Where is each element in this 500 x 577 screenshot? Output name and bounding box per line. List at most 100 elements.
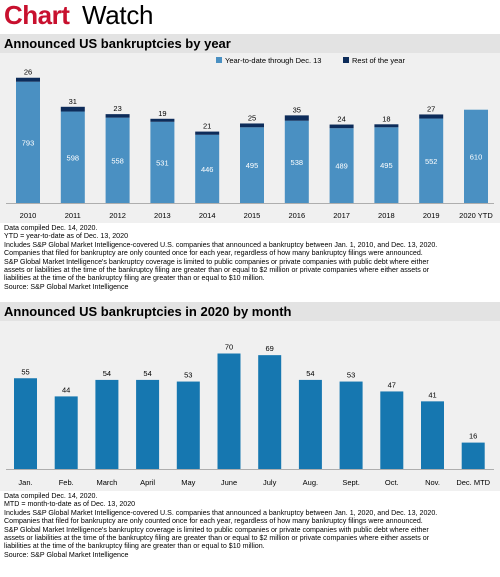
chart1-panel: Year-to-date through Dec. 13 Rest of the… (0, 53, 500, 223)
bar-rest-2016 (284, 115, 309, 121)
bar-value-label: 55 (21, 367, 29, 376)
x-axis-label: Jan. (18, 478, 32, 487)
bar-ytd-value-label: 793 (22, 138, 35, 147)
chart2-panel: 55 44 54 54 53 70 69 54 53 47 41 16 Jan. Feb. March Ap… (0, 321, 500, 491)
x-axis-label: Nov. (425, 478, 440, 487)
x-axis-label: Dec. MTD (456, 478, 490, 487)
chart1-note-line: YTD = year-to-date as of Dec. 13, 2020 (4, 232, 129, 241)
bar-ytd-value-label: 446 (201, 165, 214, 174)
bar-rest-value-label: 19 (158, 109, 166, 118)
bar-rest-value-label: 31 (69, 97, 77, 106)
bar-ytd-value-label: 495 (246, 161, 259, 170)
bar-ytd-2010 (16, 81, 40, 203)
x-axis-label: 2016 (288, 211, 305, 220)
bar-ytd-value-label: 538 (291, 158, 304, 167)
bar-month-Jan. (14, 378, 37, 469)
chart1-note-line: assets or liabilities at the time of the… (4, 266, 430, 275)
chart1-note-line: Includes S&P Global Market Intelligence-… (4, 240, 438, 249)
chart1-notes: Data compiled Dec. 14, 2020. YTD = year-… (4, 224, 498, 291)
bar-rest-2018 (374, 124, 399, 128)
chart1-note-line: S&P Global Market Intelligence's bankrup… (4, 257, 429, 266)
legend-ytd-swatch (216, 57, 222, 63)
x-axis-label: June (221, 478, 237, 487)
bar-month-April (136, 379, 160, 469)
bar-rest-2015 (240, 123, 264, 128)
bar-ytd-2020 YTD (464, 109, 488, 203)
chart1-x-axis-labels: 2010 2011 2012 2013 2014 2015 2016 2017 2018 2019… (20, 211, 494, 220)
x-axis-label: 2019 (423, 211, 440, 220)
bar-rest-2011 (60, 106, 85, 112)
bar-ytd-2015 (240, 127, 264, 203)
x-axis-label: 2010 (20, 211, 37, 220)
bar-ytd-2013 (150, 121, 175, 203)
bar-month-Dec. MTD (461, 442, 485, 469)
chart2-note-line: assets or liabilities at the time of the… (4, 534, 430, 543)
bar-ytd-value-label: 489 (335, 162, 348, 171)
chart1-note-line: Companies that filed for bankruptcy are … (4, 249, 423, 258)
bar-month-May (176, 381, 200, 469)
brand-chart-word: Chart (4, 0, 70, 30)
x-axis-label: July (263, 478, 277, 487)
legend-rest-label: Rest of the year (352, 56, 405, 65)
bar-month-March (95, 379, 119, 469)
chart1-title-bar: Announced US bankruptcies by year (0, 34, 500, 53)
bar-rest-value-label: 26 (24, 68, 32, 77)
bar-month-Oct. (380, 391, 404, 469)
chart1-note-line: Data compiled Dec. 14, 2020. (4, 224, 98, 232)
x-axis-label: Aug. (303, 478, 318, 487)
bar-value-label: 41 (428, 390, 436, 399)
x-axis-label: 2015 (244, 211, 261, 220)
bar-ytd-value-label: 610 (470, 152, 483, 161)
x-axis-label: May (181, 478, 195, 487)
bar-ytd-value-label: 495 (380, 161, 393, 170)
x-axis-label: April (140, 478, 155, 487)
chart2-title: Announced US bankruptcies in 2020 by mon… (4, 304, 292, 319)
bar-ytd-2017 (329, 128, 354, 203)
chart1-note-line: liabilities at the time of the bankruptc… (4, 274, 265, 283)
x-axis-label: 2020 YTD (459, 211, 493, 220)
bar-rest-2014 (195, 131, 220, 135)
bar-month-Feb. (54, 396, 78, 469)
bar-rest-2012 (105, 114, 130, 118)
bar-ytd-2014 (195, 134, 220, 203)
chart1-bars: 793 26 598 31 558 23 531 19 446 21 495 25 538 35 489 24… (6, 68, 494, 204)
x-axis-label: 2014 (199, 211, 216, 220)
chart2-title-bar: Announced US bankruptcies in 2020 by mon… (0, 302, 500, 321)
chart2-note-line: liabilities at the time of the bankruptc… (4, 542, 265, 551)
x-axis-label: 2017 (333, 211, 350, 220)
bar-ytd-2011 (60, 111, 85, 203)
bar-rest-2019 (419, 114, 444, 119)
bar-ytd-value-label: 598 (67, 153, 80, 162)
bar-month-Aug. (298, 379, 322, 469)
bar-month-Sept. (339, 381, 363, 469)
bar-month-July (258, 355, 282, 469)
bar-value-label: 54 (306, 369, 314, 378)
chart2-note-line: Data compiled Dec. 14, 2020. (4, 492, 98, 500)
bar-rest-value-label: 25 (248, 113, 256, 122)
bar-value-label: 16 (469, 432, 477, 441)
chart1-legend: Year-to-date through Dec. 13 Rest of the… (216, 56, 405, 65)
x-axis-label: Sept. (342, 478, 360, 487)
bar-ytd-2018 (374, 127, 399, 203)
x-axis-label: 2011 (65, 211, 81, 220)
chart1-title: Announced US bankruptcies by year (4, 36, 231, 51)
bar-rest-value-label: 23 (113, 104, 121, 113)
bar-rest-value-label: 35 (293, 105, 301, 114)
bar-ytd-2012 (105, 117, 130, 203)
brand-watch-word: Watch (82, 0, 154, 30)
bar-value-label: 70 (225, 343, 233, 352)
x-axis-label: Oct. (385, 478, 399, 487)
bar-value-label: 54 (143, 369, 151, 378)
bar-rest-2010 (16, 77, 40, 82)
bar-rest-value-label: 21 (203, 122, 211, 131)
bar-ytd-2019 (419, 118, 444, 203)
legend-rest-swatch (343, 57, 349, 63)
bar-rest-value-label: 24 (337, 115, 345, 124)
chart2-note-line: MTD = month-to-date as of Dec. 13, 2020 (4, 500, 136, 509)
page-header: Chart Watch (0, 0, 500, 30)
bar-value-label: 53 (347, 371, 355, 380)
x-axis-label: March (96, 478, 117, 487)
x-axis-label: Feb. (59, 478, 74, 487)
bar-value-label: 44 (62, 385, 70, 394)
chart1-svg: Year-to-date through Dec. 13 Rest of the… (6, 56, 494, 220)
